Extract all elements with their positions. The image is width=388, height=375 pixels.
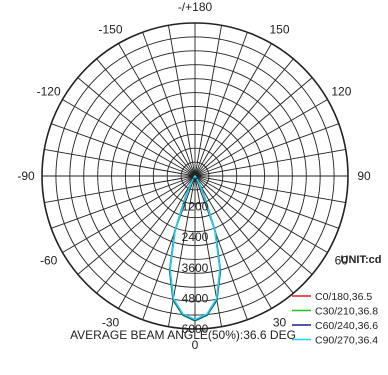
intensity-curves — [168, 175, 222, 322]
grid-spoke — [194, 99, 328, 177]
grid-spoke — [167, 175, 196, 327]
angle-label: -120 — [37, 85, 61, 99]
grid-spoke — [167, 25, 196, 177]
legend: C0/180,36.5 C30/210,36.8 C60/240,36.6 C90/2… — [292, 291, 378, 347]
grid-spoke — [62, 175, 196, 253]
grid-spoke — [118, 175, 196, 309]
grid-spoke — [194, 43, 272, 177]
grid-spoke — [51, 175, 196, 229]
grid-spoke — [194, 175, 339, 229]
grid-spoke — [194, 175, 346, 204]
radial-tick-label: 3600 — [182, 261, 209, 275]
grid-spoke — [44, 175, 196, 204]
grid-spoke — [142, 32, 196, 177]
angle-label: 30 — [273, 315, 287, 329]
grid-spoke — [96, 175, 196, 294]
grid-spoke — [194, 77, 313, 177]
angle-label: 0 — [192, 338, 199, 352]
radial-tick-label: 4800 — [182, 291, 209, 305]
angle-label: 90 — [357, 169, 371, 183]
radial-tick-label: 1200 — [182, 200, 209, 214]
grid-spoke — [194, 148, 346, 177]
series-curve — [169, 175, 221, 321]
angle-label: -90 — [17, 169, 35, 183]
grid-spoke — [194, 58, 294, 177]
radial-tick-labels: 1200 2400 3600 4800 6000 0 — [182, 169, 209, 336]
grid-spoke — [194, 175, 313, 275]
grid-spoke — [194, 175, 223, 327]
grid-spoke — [77, 77, 196, 177]
angle-labels: -/+180 150 120 90 60 30 0 -30 -60 -90 -120 -150 — [17, 0, 371, 352]
grid-spoke — [194, 25, 223, 177]
grid-spoke — [62, 99, 196, 177]
legend-entry: C60/240,36.6 — [315, 320, 378, 332]
grid-spoke — [194, 175, 248, 320]
legend-entry: C0/180,36.5 — [315, 291, 372, 303]
angle-label: -150 — [98, 23, 122, 37]
legend-entry: C30/210,36.8 — [315, 306, 378, 318]
grid-spoke — [96, 58, 196, 177]
beam-angle-footer: AVERAGE BEAM ANGLE(50%):36.6 DEG — [70, 328, 296, 342]
grid-spoke — [194, 123, 339, 177]
radial-tick-label: 2400 — [182, 230, 209, 244]
grid-spoke — [194, 32, 248, 177]
grid-spoke — [44, 148, 196, 177]
angle-label: 150 — [269, 23, 289, 37]
angle-label: -/+180 — [178, 0, 213, 14]
grid-spoke — [142, 175, 196, 320]
angle-label: -60 — [40, 254, 58, 268]
grid-spoke — [194, 175, 328, 253]
unit-label: UNIT:cd — [341, 254, 382, 266]
angle-label: 120 — [331, 85, 351, 99]
grid-spoke — [194, 175, 272, 309]
legend-entry: C90/270,36.4 — [315, 335, 378, 347]
angle-label: 60 — [335, 254, 349, 268]
grid-spoke — [194, 175, 294, 294]
angle-label: -30 — [102, 315, 120, 329]
radial-tick-label: 6000 — [182, 322, 209, 336]
grid-spoke — [51, 123, 196, 177]
grid-spoke — [118, 43, 196, 177]
polar-grid — [41, 22, 349, 330]
grid-spoke — [77, 175, 196, 275]
radial-tick-label: 0 — [192, 169, 199, 183]
